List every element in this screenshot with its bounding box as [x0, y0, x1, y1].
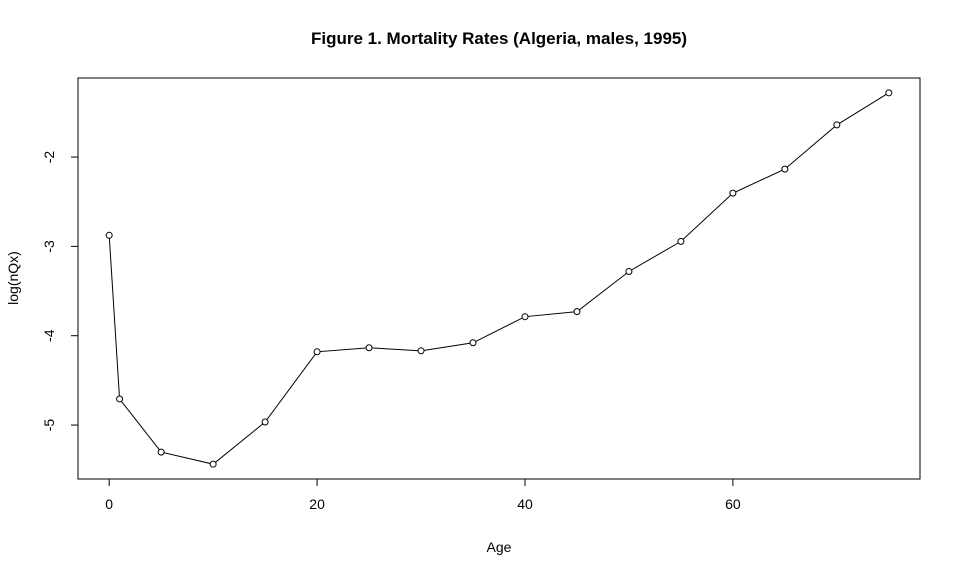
data-point [313, 348, 321, 356]
plot-box [77, 77, 921, 480]
data-point [625, 267, 633, 275]
y-tick-label: -5 [41, 419, 57, 432]
x-tick-label: 40 [517, 496, 533, 512]
data-point [116, 395, 124, 403]
data-point [209, 460, 217, 468]
data-point [105, 231, 113, 239]
x-tick-label: 0 [105, 496, 113, 512]
x-axis-label: Age [487, 539, 512, 555]
y-tick-label: -3 [41, 240, 57, 253]
data-point [365, 344, 373, 352]
y-axis-label: log(nQx) [5, 251, 21, 305]
data-point [261, 418, 269, 426]
y-tick-label: -4 [41, 329, 57, 342]
data-point [677, 237, 685, 245]
data-point [521, 313, 529, 321]
data-point [469, 339, 477, 347]
data-point [781, 165, 789, 173]
data-point [157, 448, 165, 456]
x-tick-label: 20 [309, 496, 325, 512]
data-point [885, 89, 893, 97]
data-point [729, 189, 737, 197]
x-tick-label: 60 [725, 496, 741, 512]
data-point [573, 308, 581, 316]
data-point [833, 121, 841, 129]
data-line [108, 92, 890, 465]
chart-title: Figure 1. Mortality Rates (Algeria, male… [311, 29, 687, 48]
data-point [417, 347, 425, 355]
y-tick-label: -2 [41, 151, 57, 164]
